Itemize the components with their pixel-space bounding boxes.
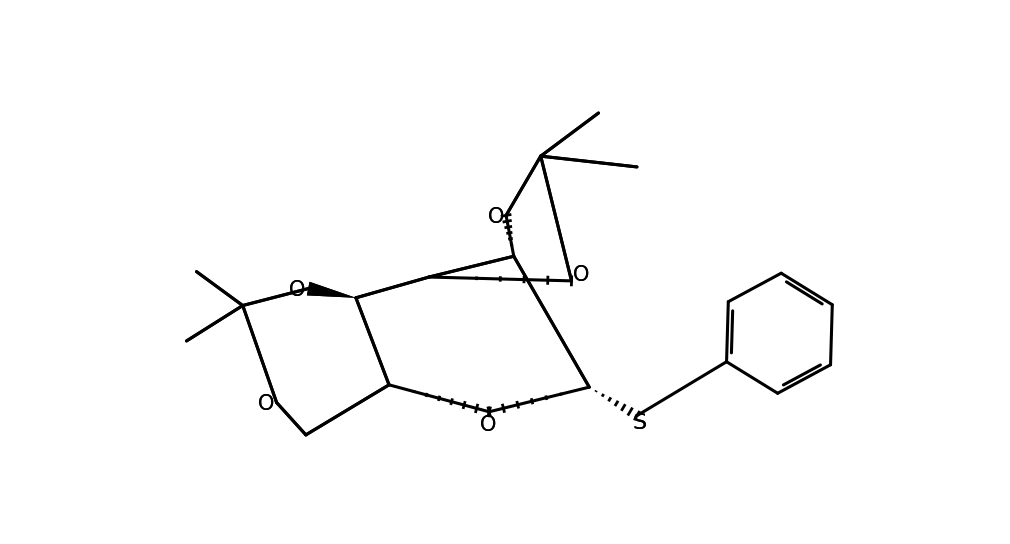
Text: O: O xyxy=(258,394,274,414)
Text: O: O xyxy=(289,280,306,300)
Polygon shape xyxy=(307,282,356,298)
Text: S: S xyxy=(632,413,646,434)
Polygon shape xyxy=(307,282,356,298)
Text: O: O xyxy=(289,280,306,300)
Text: O: O xyxy=(488,207,504,227)
Text: O: O xyxy=(480,415,496,435)
Text: O: O xyxy=(258,394,274,414)
Text: O: O xyxy=(488,207,504,227)
Text: O: O xyxy=(574,265,590,285)
Text: O: O xyxy=(574,265,590,285)
Text: S: S xyxy=(632,413,646,434)
Text: O: O xyxy=(480,415,496,435)
